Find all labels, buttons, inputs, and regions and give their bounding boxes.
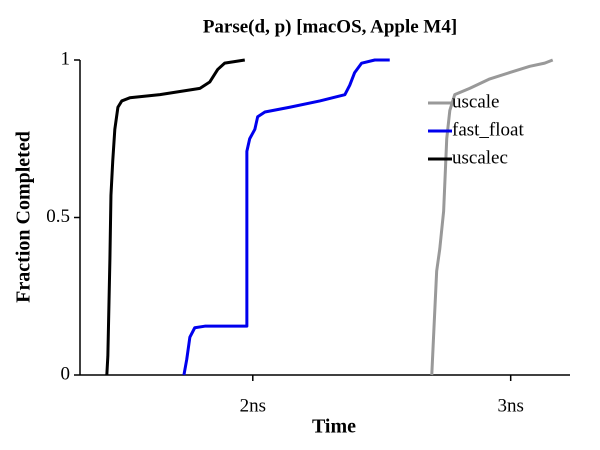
y-tick-label: 1	[61, 48, 71, 69]
x-axis-label: Time	[312, 416, 356, 438]
series-line	[182, 58, 390, 376]
y-axis-label: Fraction Completed	[13, 131, 35, 303]
x-tick-label: 3ns	[497, 395, 523, 416]
legend-label: uscale	[452, 91, 499, 112]
x-tick-label: 2ns	[240, 395, 266, 416]
legend-label: fast_float	[452, 119, 524, 140]
series-line	[105, 58, 246, 376]
series-line	[430, 58, 554, 376]
chart-title: Parse(d, p) [macOS, Apple M4]	[203, 16, 457, 37]
legend-label: uscalec	[452, 147, 508, 168]
y-tick-label: 0.5	[46, 206, 70, 227]
y-tick-label: 0	[61, 363, 71, 384]
